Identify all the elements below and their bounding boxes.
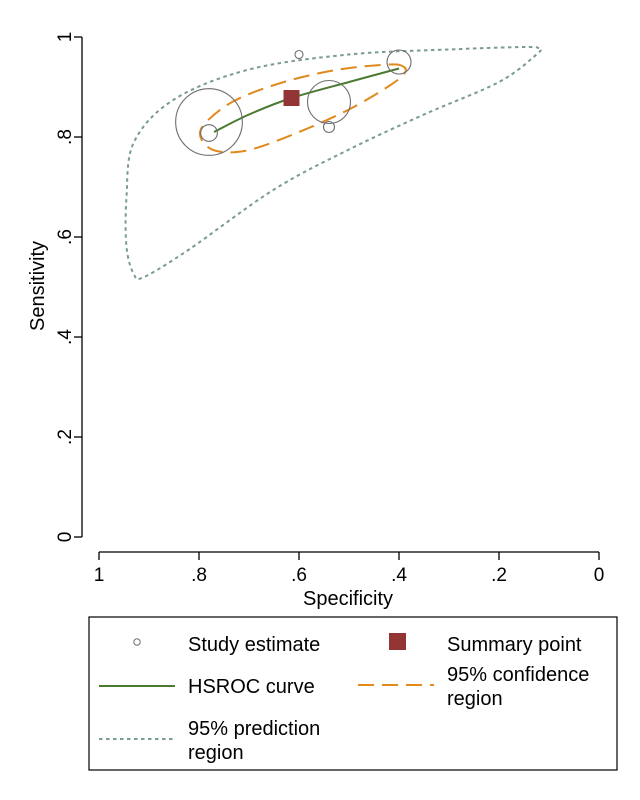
study-estimate-point: [386, 49, 412, 75]
x-tick-label: .6: [291, 565, 307, 586]
study-estimate-point: [322, 120, 336, 134]
hsroc-curve: [213, 67, 400, 133]
y-tick-label: .4: [55, 329, 76, 345]
x-ticks: 1 .8 .6 .4 .2 0: [94, 552, 605, 586]
x-tick-label: 1: [94, 565, 105, 586]
prediction-region: [124, 45, 543, 281]
legend-hsroc-label: HSROC curve: [188, 676, 315, 698]
legend-summary-marker: [389, 633, 406, 650]
legend-prediction-label-line2: region: [188, 742, 244, 764]
legend-prediction-label-line1: 95% prediction: [188, 718, 320, 740]
confidence-region: [198, 63, 407, 154]
confidence-region-layer: [198, 63, 407, 154]
legend: Study estimate Summary point HSROC curve…: [88, 616, 618, 771]
plot-area: [124, 45, 543, 281]
y-tick-label: .6: [55, 229, 76, 245]
axes: 0 .2 .4 .6 .8 1 1 .8 .6 .4 .2 0 Specificity Sensit…: [27, 32, 604, 610]
hsroc-curve-layer: [213, 67, 400, 133]
y-tick-label: .2: [55, 429, 76, 445]
summary-point: [283, 90, 300, 106]
legend-box: [88, 616, 618, 771]
legend-summary-label: Summary point: [447, 634, 582, 656]
legend-confidence-label-line2: region: [447, 688, 503, 710]
prediction-region-layer: [124, 45, 543, 281]
study-estimate-point: [294, 49, 304, 60]
x-tick-label: .8: [191, 565, 207, 586]
y-tick-label: .8: [55, 129, 76, 145]
x-axis-title: Specificity: [303, 588, 393, 610]
study-estimate-point: [175, 88, 243, 156]
x-tick-label: 0: [594, 565, 605, 586]
study-estimate-point: [306, 79, 352, 125]
y-ticks: 0 .2 .4 .6 .8 1: [55, 32, 82, 543]
legend-study-label: Study estimate: [188, 634, 320, 656]
y-tick-label: 0: [55, 532, 76, 543]
x-tick-label: .2: [491, 565, 507, 586]
y-axis-title: Sensitivity: [27, 241, 49, 331]
legend-study-marker: [133, 638, 141, 646]
study-estimates-layer: [175, 49, 412, 156]
x-tick-label: .4: [391, 565, 407, 586]
study-estimate-point: [200, 124, 218, 142]
summary-point-layer: [283, 90, 300, 106]
y-tick-label: 1: [55, 32, 76, 43]
legend-confidence-label-line1: 95% confidence: [447, 664, 589, 686]
